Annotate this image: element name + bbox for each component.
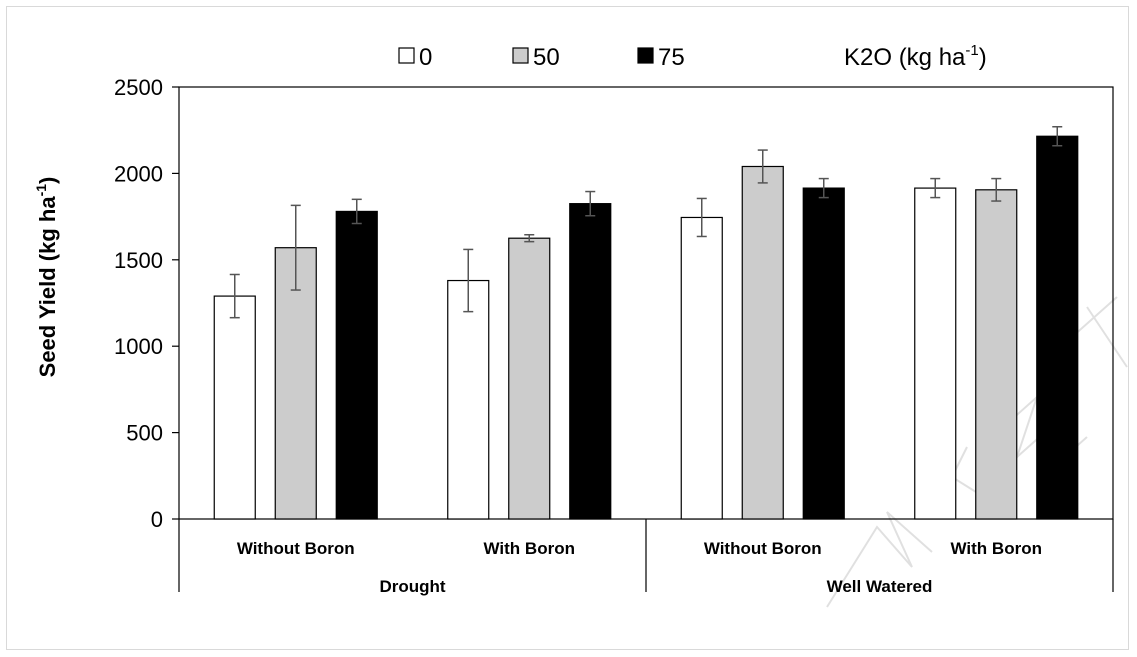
chart-frame: 0 500 1000 1500 2000 2500 Without Boron With B…	[6, 6, 1129, 650]
y-tick-label: 1000	[114, 334, 163, 359]
x-category-label: Without Boron	[237, 539, 355, 558]
y-tick-label: 2500	[114, 75, 163, 100]
bars	[213, 135, 1079, 520]
bar-50-3	[975, 189, 1018, 520]
x-category-label: With Boron	[484, 539, 575, 558]
legend-label: 75	[658, 44, 685, 71]
axes	[178, 86, 1114, 592]
legend-label: 50	[533, 44, 560, 71]
y-tick-label: 2000	[114, 161, 163, 186]
bar-50-0	[274, 247, 317, 520]
bar-0-0	[213, 295, 256, 520]
x-category-label: With Boron	[951, 539, 1042, 558]
plot-area-border	[178, 86, 1114, 520]
y-ticks: 0 500 1000 1500 2000 2500	[114, 75, 179, 532]
x-group-label: Drought	[379, 577, 445, 596]
bar-0-1	[447, 279, 490, 520]
x-group-label: Well Watered	[827, 577, 933, 596]
legend: 0 50 75	[398, 44, 685, 71]
legend-swatch-75	[637, 47, 654, 64]
legend-title: K2O (kg ha-1)	[844, 42, 987, 71]
bar-75-2	[802, 187, 845, 520]
bar-50-2	[741, 165, 784, 520]
x-category-labels: Without Boron With Boron Without Boron With…	[237, 539, 1042, 596]
bar-75-3	[1036, 135, 1079, 520]
legend-swatch-50	[512, 47, 529, 64]
y-tick-label: 0	[151, 507, 163, 532]
y-axis-label: Seed Yield (kg ha-1)	[33, 177, 60, 378]
bar-50-1	[508, 237, 551, 520]
x-category-label: Without Boron	[704, 539, 822, 558]
y-tick-label: 1500	[114, 248, 163, 273]
bar-0-2	[680, 216, 723, 520]
legend-swatch-0	[398, 47, 415, 64]
y-tick-label: 500	[126, 421, 163, 446]
bar-0-3	[914, 187, 957, 520]
bar-75-0	[335, 210, 378, 520]
error-bars	[229, 125, 1063, 319]
bar-75-1	[569, 203, 612, 520]
legend-label: 0	[419, 44, 432, 71]
